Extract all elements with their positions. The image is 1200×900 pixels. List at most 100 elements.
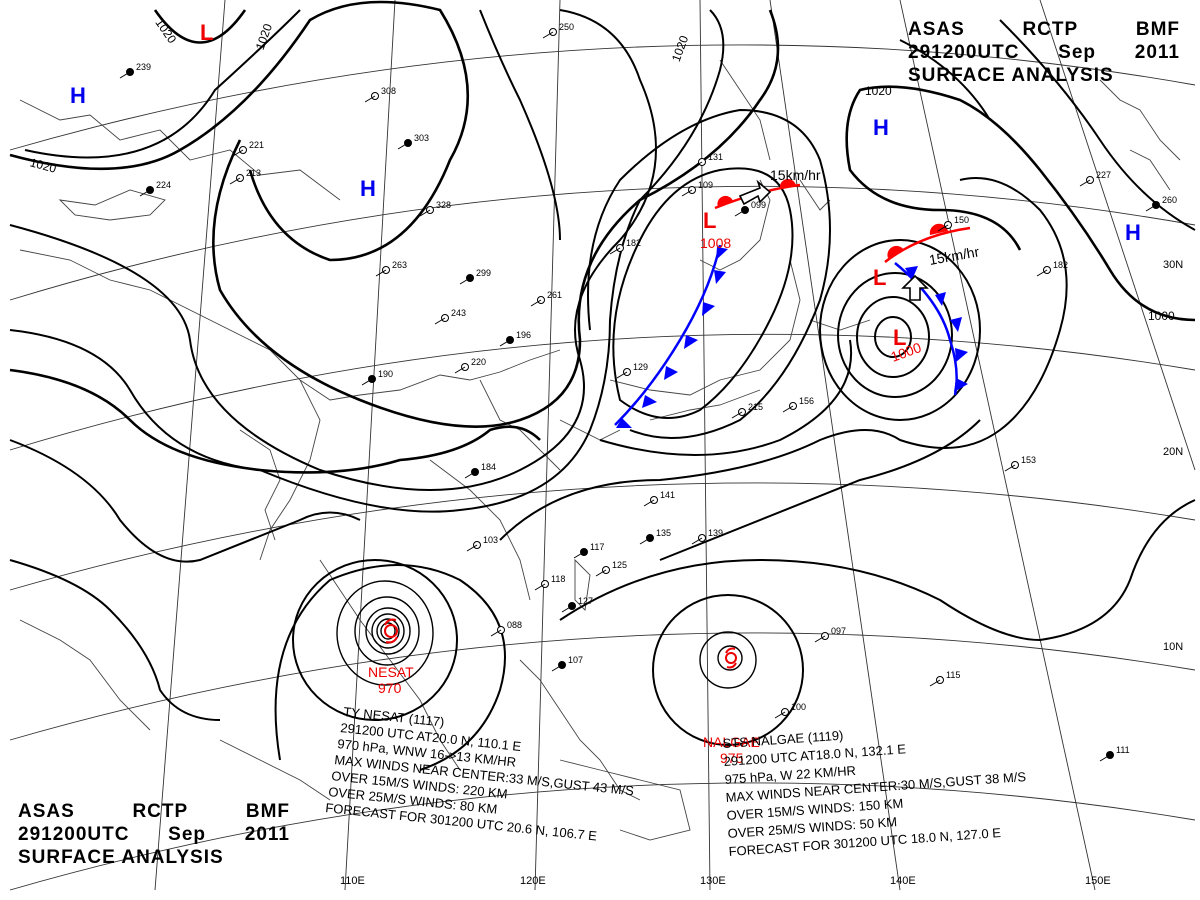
header-agency-asas: ASAS (18, 801, 75, 822)
station-plot: 184 (464, 462, 496, 479)
wind-barb-icon (929, 679, 941, 687)
high-center: H (70, 83, 86, 108)
station-plot: 118 (534, 574, 565, 591)
station-plot: 213 (229, 168, 261, 185)
wind-barb-icon (937, 224, 949, 232)
lat-label-10n: 10N (1163, 641, 1183, 653)
lon-label-130e: 130E (700, 875, 726, 887)
station-pressure: 213 (246, 168, 261, 178)
lon-label-140e: 140E (890, 875, 916, 887)
header-year: 2011 (1134, 42, 1180, 63)
station-plot: 239 (119, 62, 151, 79)
station-pressure: 260 (1162, 195, 1177, 205)
station-pressure: 135 (656, 528, 671, 538)
station-plot: 129 (616, 362, 648, 379)
low-center: L (893, 325, 906, 350)
station-plot: 182 (609, 238, 641, 255)
wind-barb-icon (609, 247, 621, 255)
wind-barb-icon (232, 149, 244, 157)
lon-label-110e: 110E (340, 875, 365, 887)
station-pressure: 156 (799, 396, 814, 406)
station-pressure: 118 (551, 574, 565, 584)
grid-labels: 30N 20N 10N 110E 120E 130E 140E 150E (340, 259, 1183, 887)
wind-barb-icon (643, 499, 655, 507)
wind-barb-icon (1099, 754, 1111, 762)
motion-arrows (738, 179, 929, 301)
station-plots: 239 250 308 303 328 263 299 243 220 196 261 182 184 1… (119, 22, 1177, 762)
station-pressure: 109 (698, 180, 713, 190)
station-pressure: 328 (436, 200, 451, 210)
station-plot: 261 (530, 290, 562, 307)
typhoon-symbols (384, 618, 737, 669)
storm-pressure-nalgae: 975 (720, 750, 744, 766)
station-pressure: 150 (954, 215, 969, 225)
station-pressure: 184 (481, 462, 496, 472)
lat-label-30n: 30N (1163, 259, 1183, 271)
station-pressure: 196 (516, 330, 531, 340)
wind-barb-icon (434, 317, 446, 325)
isobars (9, 0, 1196, 771)
station-pressure: 099 (751, 200, 766, 210)
station-pressure: 299 (476, 268, 491, 278)
wind-barb-icon (530, 299, 542, 307)
station-plot: 100 (774, 702, 806, 719)
station-pressure: 153 (1021, 455, 1036, 465)
station-plot: 117 (573, 542, 604, 559)
wind-barb-icon (1036, 269, 1048, 277)
wind-barb-icon (691, 161, 703, 169)
wind-barb-icon (542, 31, 554, 39)
station-plot: 250 (542, 22, 574, 39)
wind-barb-icon (229, 177, 241, 185)
station-pressure: 261 (547, 290, 562, 300)
wind-barb-icon (734, 209, 746, 217)
wind-barb-icon (459, 277, 471, 285)
station-pressure: 239 (136, 62, 151, 72)
station-pressure: 303 (414, 133, 429, 143)
lat-label-20n: 20N (1163, 446, 1183, 458)
station-plot: 299 (459, 268, 491, 285)
wind-barb-icon (1079, 179, 1091, 187)
station-plot: 131 (691, 152, 723, 169)
motion-arrow (901, 274, 929, 301)
wind-barb-icon (499, 339, 511, 347)
station-pressure: 190 (378, 369, 393, 379)
coastlines (19, 59, 1181, 841)
wind-barb-icon (490, 629, 502, 637)
wind-barb-icon (774, 711, 786, 719)
station-pressure: 139 (708, 528, 723, 538)
station-pressure: 131 (708, 152, 723, 162)
low-center: L (200, 20, 213, 45)
wind-barb-icon (119, 71, 131, 79)
graticule (9, 0, 1196, 891)
station-pressure: 111 (1116, 745, 1130, 755)
low-center: L (873, 265, 886, 290)
wind-barb-icon (466, 544, 478, 552)
station-pressure: 220 (471, 357, 486, 367)
station-plot: 220 (454, 357, 486, 374)
station-pressure: 103 (483, 535, 498, 545)
wind-barb-icon (561, 605, 573, 613)
wind-barb-icon (814, 635, 826, 643)
high-center: H (1125, 220, 1141, 245)
wind-barb-icon (595, 569, 607, 577)
storm-name-nalgae: NALGAE (703, 734, 760, 750)
header-time: 291200UTC (18, 824, 130, 845)
isobar-label: 1000 (1148, 309, 1175, 323)
motion-arrow (738, 179, 772, 206)
station-plot: 099 (734, 200, 766, 217)
station-plot: 139 (691, 528, 723, 545)
header-agency-rctp: RCTP (132, 801, 189, 822)
header-agency-bmf: BMF (1135, 19, 1180, 40)
wind-barb-icon (639, 537, 651, 545)
station-plot: 190 (361, 369, 393, 386)
station-pressure: 107 (568, 655, 583, 665)
wind-barb-icon (551, 664, 563, 672)
station-plot: 215 (731, 402, 763, 419)
station-plot: 127 (561, 596, 593, 613)
station-plot: 088 (490, 620, 522, 637)
station-pressure: 125 (612, 560, 627, 570)
station-plot: 109 (681, 180, 713, 197)
station-plot: 263 (375, 260, 407, 277)
header-time: 291200UTC (908, 42, 1020, 63)
